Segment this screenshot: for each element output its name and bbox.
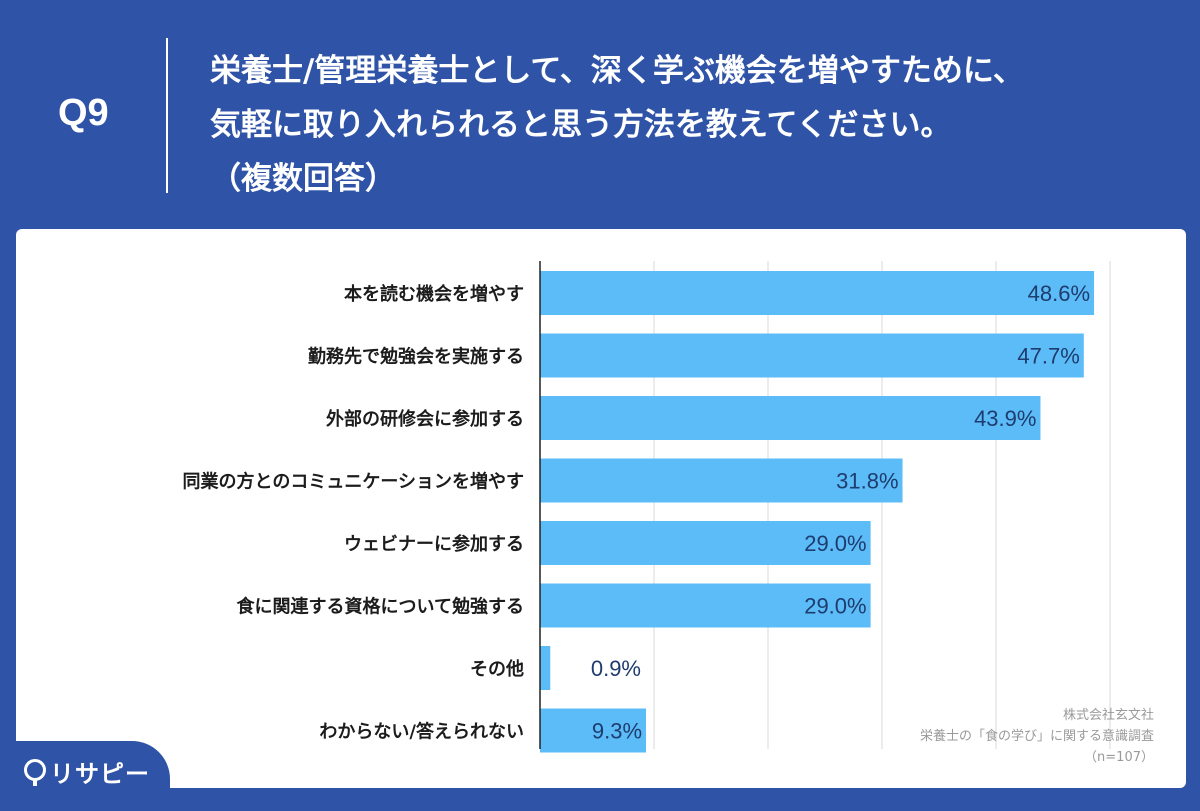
bar: [540, 521, 871, 565]
chart-panel: 本を読む機会を増やす 48.6% 勤務先で勉強会を実施する 47.7% 外部の研修会に参…: [16, 229, 1186, 788]
category-label: 勤務先で勉強会を実施する: [308, 346, 524, 368]
value-label: 48.6%: [1028, 281, 1090, 306]
source-survey: 栄養士の「食の学び」に関する意識調査: [919, 729, 1154, 744]
value-label: 29.0%: [804, 531, 866, 556]
value-label: 29.0%: [804, 594, 866, 619]
value-label: 0.9%: [591, 656, 641, 681]
question-line-3: （複数回答）: [210, 161, 396, 197]
question-line-2: 気軽に取り入れられると思う方法を教えてください。: [210, 107, 952, 143]
question-header: Q9 栄養士/管理栄養士として、深く学ぶ機会を増やすために、 気軽に取り入れられ…: [0, 0, 1200, 220]
category-label: 本を読む機会を増やす: [344, 283, 524, 305]
source-company: 株式会社玄文社: [1062, 708, 1154, 723]
bar: [540, 333, 1084, 378]
question-text: 栄養士/管理栄養士として、深く学ぶ機会を増やすために、 気軽に取り入れられると思…: [210, 44, 1170, 206]
header-divider: [166, 38, 168, 193]
pin-icon: [24, 759, 46, 786]
brand-logo: リサピー: [0, 741, 170, 811]
category-label: わからない/答えられない: [319, 721, 524, 743]
category-label: 外部の研修会に参加する: [326, 408, 524, 430]
value-label: 47.7%: [1017, 344, 1079, 369]
category-label: その他: [470, 658, 524, 680]
category-label: 食に関連する資格について勉強する: [236, 596, 524, 618]
logo-text: リサピー: [50, 760, 150, 788]
value-label: 31.8%: [836, 469, 898, 494]
source-note: 株式会社玄文社 栄養士の「食の学び」に関する意識調査 （n=107）: [920, 705, 1154, 768]
bar: [540, 583, 871, 628]
bar: [540, 646, 551, 690]
question-number: Q9: [58, 92, 109, 134]
question-line-1: 栄養士/管理栄養士として、深く学ぶ機会を増やすために、: [210, 53, 1024, 89]
bar: [540, 271, 1095, 315]
bar: [540, 458, 903, 503]
bar: [540, 708, 647, 753]
category-label: 同業の方とのコミュニケーションを増やす: [183, 471, 524, 493]
category-label: ウェビナーに参加する: [344, 533, 524, 555]
bar: [540, 396, 1041, 440]
value-label: 9.3%: [592, 719, 642, 744]
value-label: 43.9%: [974, 406, 1036, 431]
bar-chart: 本を読む機会を増やす 48.6% 勤務先で勉強会を実施する 47.7% 外部の研修会に参…: [183, 261, 1111, 753]
sample-size: （n=107）: [1084, 750, 1154, 765]
